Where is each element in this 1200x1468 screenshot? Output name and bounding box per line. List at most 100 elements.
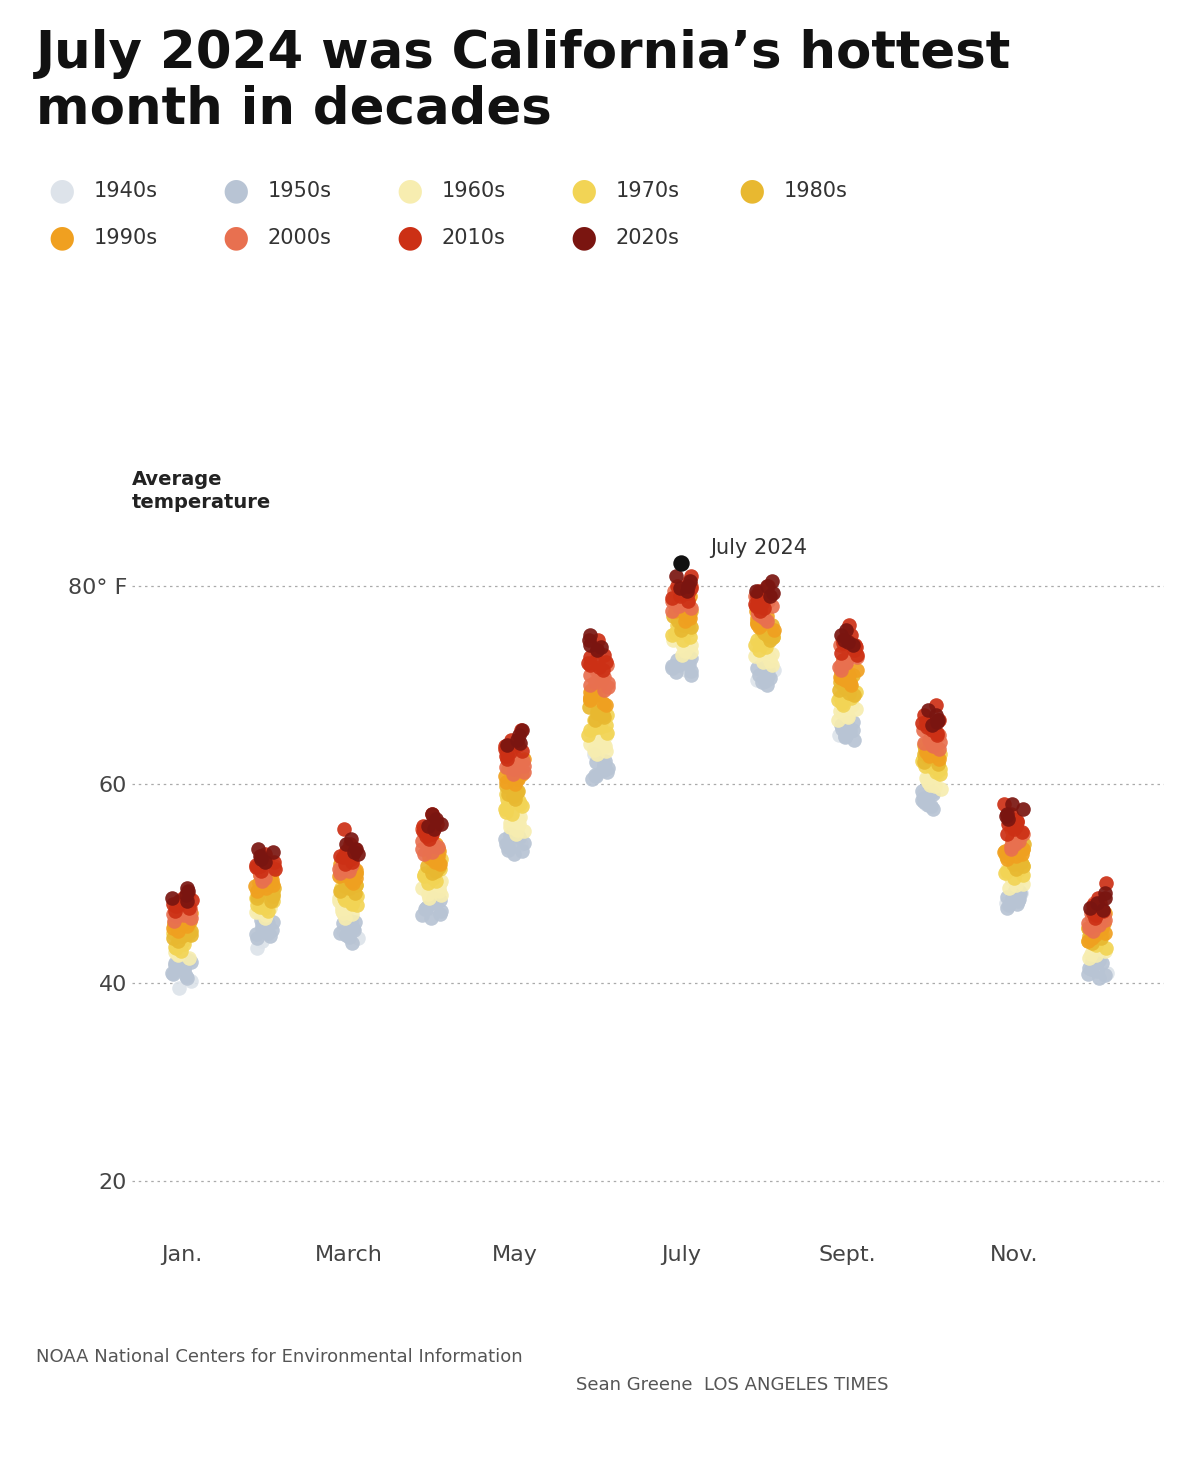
Point (752, 614, 772, 637)
Point (917, 793, 936, 816)
Point (256, 894, 275, 918)
Point (832, 661, 851, 684)
Point (330, 851, 349, 875)
Point (250, 863, 269, 887)
Point (762, 614, 781, 637)
Point (594, 693, 613, 716)
Point (680, 664, 700, 687)
Point (919, 744, 938, 768)
Point (1007, 869, 1026, 893)
Point (578, 722, 598, 746)
Point (757, 636, 776, 659)
Point (503, 762, 522, 785)
Point (1008, 859, 1027, 882)
Text: ●: ● (222, 223, 248, 252)
Point (919, 738, 938, 762)
Point (348, 926, 367, 950)
Point (586, 750, 605, 774)
Point (670, 584, 689, 608)
Point (422, 802, 442, 825)
Point (247, 887, 266, 910)
Point (259, 851, 278, 875)
Point (760, 649, 779, 672)
Point (340, 876, 359, 900)
Point (176, 964, 196, 988)
Point (258, 873, 277, 897)
Point (504, 841, 523, 865)
Point (506, 759, 526, 782)
Point (587, 639, 606, 662)
Point (748, 611, 767, 634)
Text: 1940s: 1940s (94, 181, 157, 201)
Point (997, 885, 1016, 909)
Point (422, 821, 442, 844)
Point (748, 628, 767, 652)
Point (166, 909, 185, 932)
Point (841, 674, 860, 697)
Point (930, 722, 949, 746)
Point (997, 847, 1016, 871)
Point (500, 812, 520, 835)
Point (1082, 931, 1102, 954)
Point (172, 940, 191, 963)
Point (506, 813, 526, 837)
Point (418, 854, 437, 878)
Point (347, 859, 366, 882)
Point (1079, 916, 1098, 940)
Point (596, 722, 616, 746)
Point (830, 699, 850, 722)
Point (1001, 834, 1020, 857)
Point (758, 658, 778, 681)
Point (504, 772, 523, 796)
Point (914, 750, 934, 774)
Point (504, 802, 523, 825)
Point (1085, 926, 1104, 950)
Point (343, 837, 362, 860)
Point (252, 916, 271, 940)
Point (761, 584, 780, 608)
Point (1079, 956, 1098, 979)
Point (667, 574, 686, 597)
Point (347, 837, 366, 860)
Point (914, 703, 934, 727)
Point (422, 822, 442, 846)
Point (340, 832, 359, 856)
Point (833, 653, 852, 677)
Point (581, 686, 600, 709)
Point (595, 750, 614, 774)
Point (844, 711, 863, 734)
Point (833, 702, 852, 725)
Point (682, 634, 701, 658)
Point (998, 807, 1018, 831)
Point (846, 634, 865, 658)
Point (499, 738, 518, 762)
Point (329, 865, 348, 888)
Point (334, 849, 353, 872)
Point (749, 600, 768, 624)
Point (179, 884, 198, 907)
Point (758, 646, 778, 669)
Point (918, 768, 937, 791)
Point (426, 847, 445, 871)
Point (1008, 890, 1027, 913)
Point (505, 787, 524, 810)
Point (995, 840, 1014, 863)
Point (334, 919, 353, 942)
Point (763, 621, 782, 644)
Point (256, 897, 275, 920)
Point (1098, 962, 1117, 985)
Point (662, 624, 682, 647)
Text: ●: ● (396, 223, 422, 252)
Point (1096, 963, 1115, 986)
Point (594, 703, 613, 727)
Point (1010, 822, 1030, 846)
Point (180, 948, 199, 972)
Point (758, 665, 778, 688)
Point (834, 678, 853, 702)
Point (673, 592, 692, 615)
Point (671, 578, 690, 602)
Point (758, 589, 778, 612)
Point (510, 804, 529, 828)
Point (418, 895, 437, 919)
Point (928, 753, 947, 777)
